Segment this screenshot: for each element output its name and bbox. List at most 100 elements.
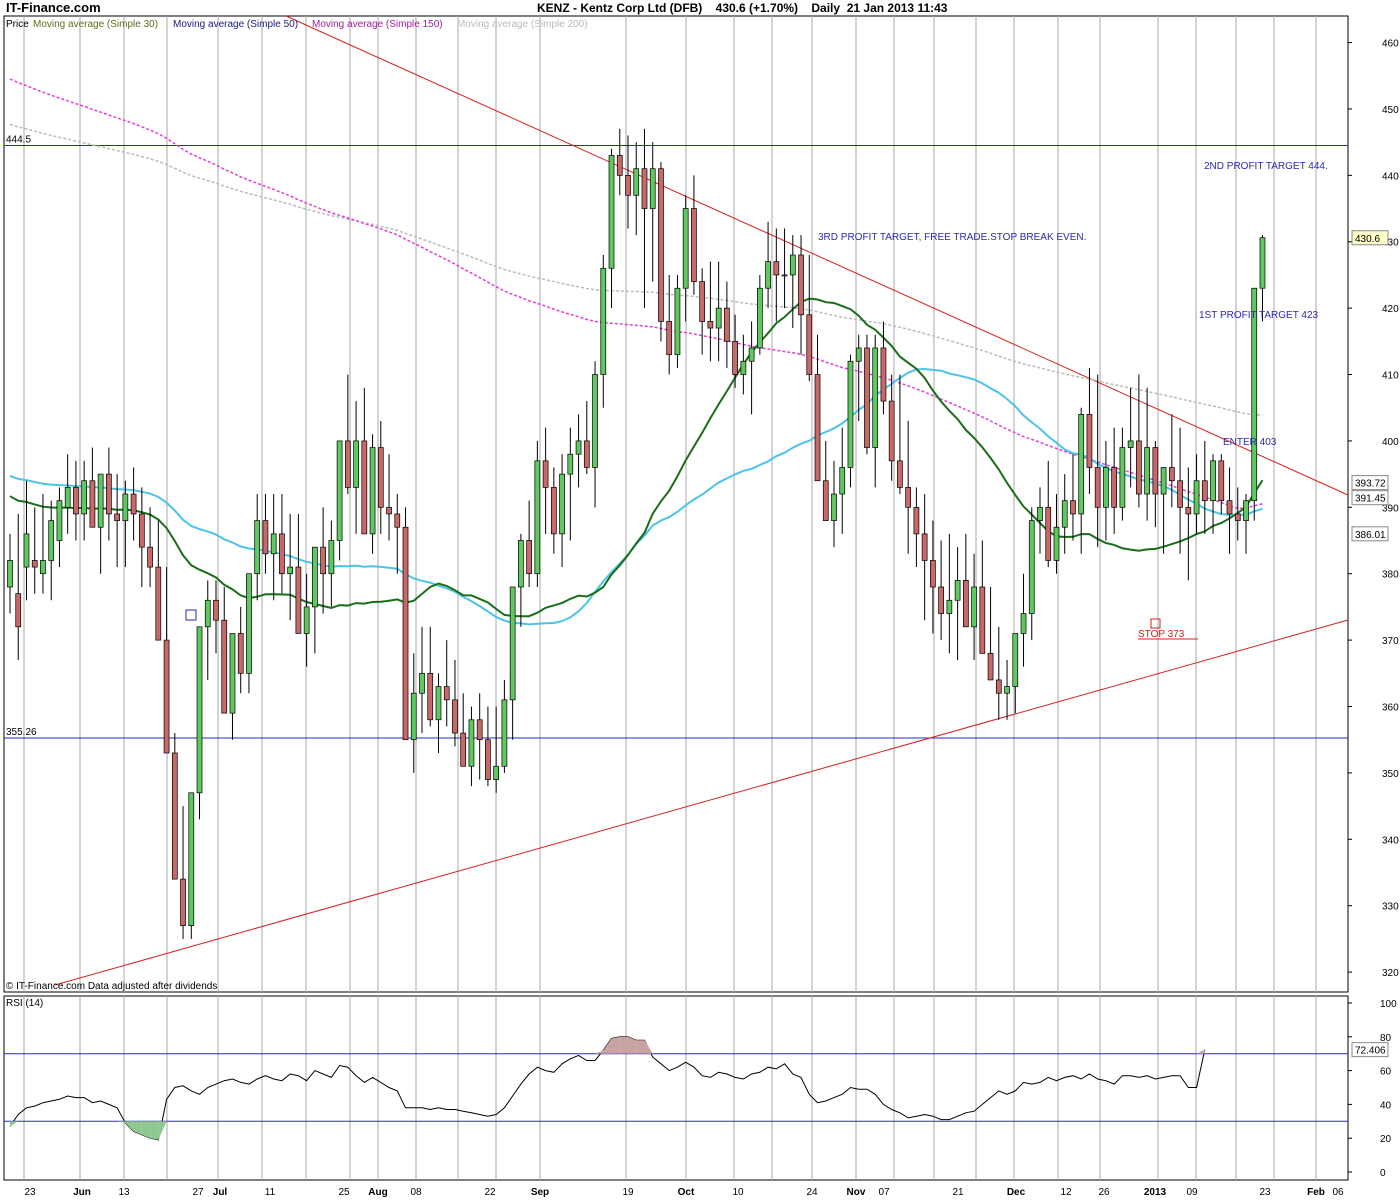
candle-body	[452, 699, 458, 734]
price-tick-label: 460	[1382, 39, 1399, 50]
candle-body	[600, 267, 607, 375]
event-marker	[185, 609, 197, 621]
candle-body	[402, 526, 409, 741]
candle-body	[287, 566, 294, 575]
candle-body	[56, 500, 63, 541]
candle-body	[7, 560, 13, 588]
candle-body	[559, 473, 565, 535]
legend-price: Price	[6, 19, 29, 30]
candle-body	[526, 540, 532, 575]
rsi-oversold-fill	[117, 1121, 126, 1123]
x-tick-label: 12	[1060, 1187, 1072, 1198]
candle-body	[682, 208, 689, 289]
candle-body	[106, 473, 112, 515]
candle-body	[229, 633, 236, 714]
rsi-tick-label: 60	[1380, 1067, 1392, 1078]
candle-body	[575, 440, 582, 455]
rsi-overbought-fill	[619, 1036, 628, 1054]
rsi-oversold-fill	[133, 1121, 142, 1135]
candle-body	[419, 672, 425, 694]
candle-body	[427, 672, 434, 721]
candle-body	[270, 533, 277, 555]
candle-body	[616, 155, 623, 176]
candle-body	[361, 440, 368, 535]
candle-body	[938, 586, 944, 614]
candle-body	[1226, 500, 1233, 515]
candle-body	[608, 155, 615, 269]
rsi-oversold-fill	[10, 1121, 19, 1127]
rsi-overbought-fill	[636, 1040, 645, 1054]
candle-body	[1037, 506, 1043, 521]
candle-body	[188, 792, 195, 926]
price-badge	[1351, 230, 1389, 246]
x-tick-label: Feb	[1307, 1187, 1325, 1198]
rsi-overbought-fill	[1196, 1049, 1205, 1054]
candle-body	[839, 467, 846, 495]
candle-body	[1251, 287, 1258, 502]
candle-body	[1243, 500, 1249, 521]
annotation-enter: ENTER 403	[1223, 437, 1277, 448]
candle-body	[171, 752, 178, 880]
candle-body	[320, 546, 326, 575]
candle-body	[658, 168, 664, 322]
candle-body	[180, 878, 186, 926]
candle-body	[954, 580, 961, 601]
candle-body	[550, 487, 557, 535]
candle-body	[583, 440, 590, 468]
candle-body	[1201, 480, 1208, 502]
x-tick-label: 10	[732, 1187, 744, 1198]
candle-body	[831, 493, 837, 521]
candle-body	[847, 360, 854, 468]
x-tick-label: 24	[806, 1187, 818, 1198]
candle-body	[864, 347, 870, 448]
candle-body	[971, 586, 977, 628]
candle-body	[328, 540, 335, 575]
candle-body	[748, 347, 755, 362]
stop-marker	[1150, 618, 1161, 629]
candle-body	[1136, 440, 1142, 495]
x-tick-label: Nov	[847, 1187, 866, 1198]
candle-body	[138, 513, 145, 548]
price-tick-label: 320	[1382, 968, 1399, 979]
x-tick-label: 26	[1098, 1187, 1110, 1198]
candle-body	[369, 447, 376, 535]
x-tick-label: 19	[622, 1187, 634, 1198]
legend-ma50: Moving average (Simple 50)	[173, 19, 298, 30]
candle-body	[64, 487, 71, 508]
price-tick-label: 370	[1382, 636, 1399, 647]
trend-lines	[54, 15, 1349, 986]
candle-body	[1053, 526, 1060, 561]
candle-body	[312, 546, 318, 608]
candle-body	[196, 626, 203, 794]
x-tick-label: 25	[338, 1187, 350, 1198]
title-bar: IT-Finance.com KENZ - Kentz Corp Ltd (DF…	[0, 0, 1400, 16]
price-badge-label: 386.01	[1355, 530, 1386, 541]
rsi-oversold-fill	[158, 1121, 167, 1140]
candle-body	[699, 281, 706, 322]
candle-body	[518, 540, 524, 588]
descending-trendline	[285, 15, 1349, 496]
legend-ma200: Moving average (Simple 200)	[457, 19, 588, 30]
x-tick-label: 23	[24, 1187, 36, 1198]
candle-body	[262, 520, 269, 555]
candle-body	[336, 440, 343, 541]
ma50-line	[9, 367, 1263, 626]
price-badge	[1351, 490, 1389, 506]
rsi-oversold-fill	[150, 1121, 159, 1140]
candle-body	[756, 287, 763, 349]
price-tick-label: 360	[1382, 703, 1399, 714]
x-tick-label: 13	[118, 1187, 130, 1198]
candle-body	[468, 719, 475, 767]
rsi-overbought-fill	[644, 1040, 653, 1054]
candle-body	[806, 314, 813, 375]
candle-body	[73, 487, 79, 515]
ma30-line	[9, 297, 1264, 618]
candle-body	[946, 599, 953, 614]
rsi-oversold-fill	[125, 1121, 134, 1132]
rsi-overbought-fill	[595, 1050, 604, 1054]
x-tick-label: 21	[952, 1187, 964, 1198]
candle-body	[410, 692, 417, 741]
candles	[7, 128, 1266, 939]
candle-body	[1086, 414, 1093, 468]
candle-body	[155, 566, 162, 641]
